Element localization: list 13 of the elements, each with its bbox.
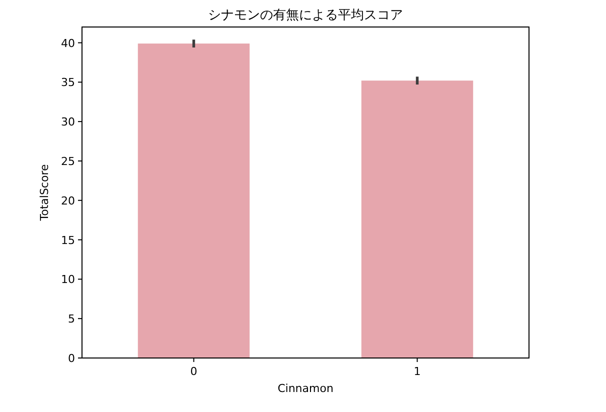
y-tick-label: 40 bbox=[61, 36, 75, 50]
y-tick-label: 30 bbox=[61, 116, 75, 129]
x-axis-title: Cinnamon bbox=[278, 382, 334, 395]
y-tick-label: 5 bbox=[68, 312, 75, 326]
y-axis-title: TotalScore bbox=[38, 164, 51, 222]
y-tick-label: 25 bbox=[61, 154, 75, 168]
x-tick-label: 1 bbox=[414, 365, 421, 378]
chart-title: シナモンの有無による平均スコア bbox=[208, 8, 403, 23]
y-tick-label: 20 bbox=[61, 194, 75, 208]
y-tick-label: 0 bbox=[68, 352, 75, 365]
y-tick-label: 35 bbox=[61, 76, 75, 90]
y-tick-label: 15 bbox=[61, 234, 75, 247]
y-tick-label: 10 bbox=[61, 273, 75, 286]
